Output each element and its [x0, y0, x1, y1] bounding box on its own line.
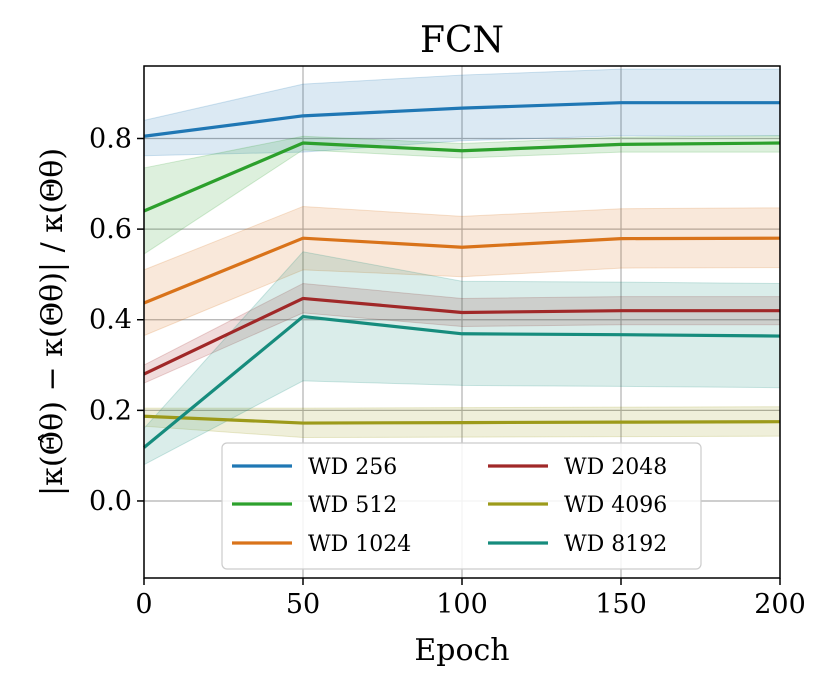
- y-tick-label: 0.2: [89, 395, 132, 426]
- y-tick-label: 0.8: [89, 123, 132, 154]
- series-line-wd-2048: [143, 296, 780, 376]
- x-axis-label: Epoch: [414, 633, 509, 668]
- y-tick-label: 0.0: [89, 486, 132, 517]
- y-axis-ticks: 0.0 0.2 0.4 0.6 0.8: [89, 123, 144, 517]
- x-tick-label: 200: [754, 589, 806, 620]
- y-tick-label: 0.4: [89, 305, 132, 336]
- legend-label: WD 2048: [564, 455, 667, 480]
- y-tick-label: 0.6: [89, 214, 132, 245]
- series-line-wd-1024: [143, 236, 781, 305]
- x-tick-label: 50: [286, 589, 320, 620]
- legend-label: WD 4096: [564, 493, 667, 518]
- legend-label: WD 512: [308, 493, 397, 518]
- legend-box: [221, 442, 702, 570]
- x-tick-label: 100: [436, 589, 488, 620]
- legend: WD 256 WD 512 WD 1024 WD 2048 WD 4096 WD 8192: [221, 442, 702, 570]
- y-axis-label: |κ(Θ̂θ) − κ(Θθ)| / κ(Θθ): [35, 148, 70, 496]
- series-line-wd-256: [143, 101, 780, 138]
- legend-label: WD 256: [308, 455, 397, 480]
- legend-label: WD 1024: [308, 532, 411, 557]
- series-line-wd-512: [143, 141, 781, 213]
- x-axis-ticks: 0 50 100 150 200: [135, 578, 806, 620]
- legend-label: WD 8192: [564, 532, 667, 557]
- series-line-wd-8192: [142, 314, 781, 449]
- x-tick-label: 0: [135, 589, 152, 620]
- x-tick-label: 150: [595, 589, 647, 620]
- chart-title: FCN: [420, 20, 504, 61]
- series-line-wd-4096: [143, 414, 781, 425]
- series-lines: [142, 101, 781, 449]
